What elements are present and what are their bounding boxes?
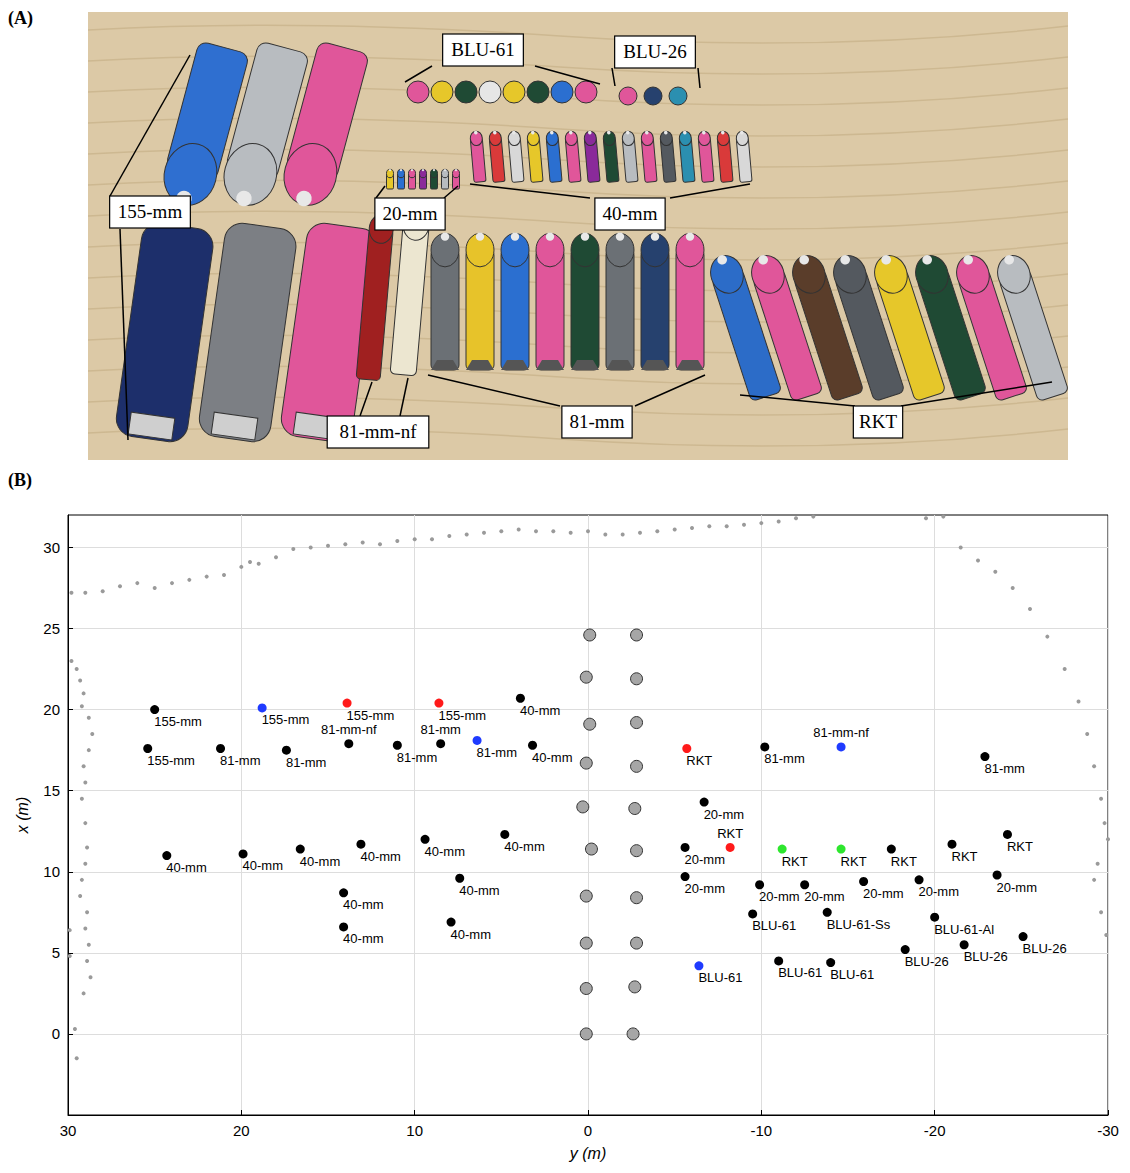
svg-text:40-mm: 40-mm bbox=[603, 203, 658, 224]
svg-text:155-mm: 155-mm bbox=[154, 714, 202, 729]
svg-text:81-mm: 81-mm bbox=[220, 753, 260, 768]
svg-text:81-mm-nf: 81-mm-nf bbox=[339, 421, 417, 442]
svg-text:40-mm: 40-mm bbox=[451, 927, 491, 942]
svg-text:RKT: RKT bbox=[859, 411, 897, 432]
svg-text:20: 20 bbox=[233, 1122, 250, 1139]
svg-text:30: 30 bbox=[43, 539, 60, 556]
svg-text:20-mm: 20-mm bbox=[997, 880, 1037, 895]
svg-text:BLU-61: BLU-61 bbox=[778, 965, 822, 980]
svg-text:20-mm: 20-mm bbox=[383, 203, 438, 224]
svg-text:RKT: RKT bbox=[782, 854, 808, 869]
svg-text:15: 15 bbox=[43, 782, 60, 799]
svg-text:-30: -30 bbox=[1097, 1122, 1119, 1139]
svg-text:40-mm: 40-mm bbox=[360, 849, 400, 864]
svg-text:81-mm: 81-mm bbox=[764, 751, 804, 766]
svg-text:BLU-61-Ss: BLU-61-Ss bbox=[827, 917, 891, 932]
svg-text:155-mm: 155-mm bbox=[118, 201, 183, 222]
svg-text:(A): (A) bbox=[8, 8, 33, 29]
svg-text:-20: -20 bbox=[924, 1122, 946, 1139]
svg-text:BLU-26: BLU-26 bbox=[964, 949, 1008, 964]
svg-text:10: 10 bbox=[43, 863, 60, 880]
svg-text:BLU-61-Al: BLU-61-Al bbox=[934, 922, 994, 937]
svg-text:20-mm: 20-mm bbox=[863, 886, 903, 901]
svg-text:81-mm: 81-mm bbox=[984, 761, 1024, 776]
svg-text:RKT: RKT bbox=[1007, 839, 1033, 854]
svg-text:155-mm: 155-mm bbox=[147, 753, 195, 768]
svg-text:40-mm: 40-mm bbox=[532, 750, 572, 765]
svg-text:81-mm: 81-mm bbox=[477, 745, 517, 760]
svg-text:155-mm: 155-mm bbox=[262, 712, 310, 727]
svg-text:40-mm: 40-mm bbox=[300, 854, 340, 869]
svg-text:81-mm: 81-mm bbox=[570, 411, 625, 432]
svg-text:20-mm: 20-mm bbox=[685, 881, 725, 896]
svg-text:BLU-26: BLU-26 bbox=[905, 954, 949, 969]
svg-text:BLU-61: BLU-61 bbox=[830, 967, 874, 982]
svg-text:10: 10 bbox=[406, 1122, 423, 1139]
svg-text:20-mm: 20-mm bbox=[759, 889, 799, 904]
svg-text:40-mm: 40-mm bbox=[425, 844, 465, 859]
svg-text:20-mm: 20-mm bbox=[685, 852, 725, 867]
svg-text:81-mm: 81-mm bbox=[420, 722, 460, 737]
svg-text:81-mm-nf: 81-mm-nf bbox=[321, 722, 377, 737]
svg-text:155-mm: 155-mm bbox=[347, 708, 395, 723]
svg-text:y (m): y (m) bbox=[569, 1145, 606, 1162]
svg-text:RKT: RKT bbox=[841, 854, 867, 869]
svg-text:BLU-26: BLU-26 bbox=[623, 41, 686, 62]
svg-text:81-mm-nf: 81-mm-nf bbox=[813, 725, 869, 740]
svg-text:BLU-61: BLU-61 bbox=[451, 39, 514, 60]
svg-text:40-mm: 40-mm bbox=[243, 858, 283, 873]
svg-text:-10: -10 bbox=[750, 1122, 772, 1139]
svg-text:x (m): x (m) bbox=[14, 797, 31, 834]
svg-text:20-mm: 20-mm bbox=[704, 807, 744, 822]
svg-text:BLU-26: BLU-26 bbox=[1023, 941, 1067, 956]
svg-text:20-mm: 20-mm bbox=[919, 884, 959, 899]
svg-text:0: 0 bbox=[584, 1122, 592, 1139]
svg-text:40-mm: 40-mm bbox=[343, 897, 383, 912]
svg-text:RKT: RKT bbox=[952, 849, 978, 864]
svg-text:40-mm: 40-mm bbox=[504, 839, 544, 854]
svg-text:40-mm: 40-mm bbox=[343, 931, 383, 946]
svg-text:RKT: RKT bbox=[891, 854, 917, 869]
svg-text:20-mm: 20-mm bbox=[804, 889, 844, 904]
svg-text:40-mm: 40-mm bbox=[459, 883, 499, 898]
svg-text:81-mm: 81-mm bbox=[286, 755, 326, 770]
svg-text:RKT: RKT bbox=[686, 753, 712, 768]
svg-text:5: 5 bbox=[52, 944, 60, 961]
svg-text:40-mm: 40-mm bbox=[520, 703, 560, 718]
svg-text:155-mm: 155-mm bbox=[438, 708, 486, 723]
svg-text:BLU-61: BLU-61 bbox=[752, 918, 796, 933]
html-text:(B): (B) bbox=[8, 470, 32, 490]
svg-text:30: 30 bbox=[60, 1122, 77, 1139]
svg-text:RKT: RKT bbox=[717, 826, 743, 841]
svg-text:0: 0 bbox=[52, 1025, 60, 1042]
svg-text:81-mm: 81-mm bbox=[397, 750, 437, 765]
svg-text:25: 25 bbox=[43, 620, 60, 637]
svg-text:40-mm: 40-mm bbox=[166, 860, 206, 875]
svg-text:20: 20 bbox=[43, 701, 60, 718]
svg-text:BLU-61: BLU-61 bbox=[698, 970, 742, 985]
